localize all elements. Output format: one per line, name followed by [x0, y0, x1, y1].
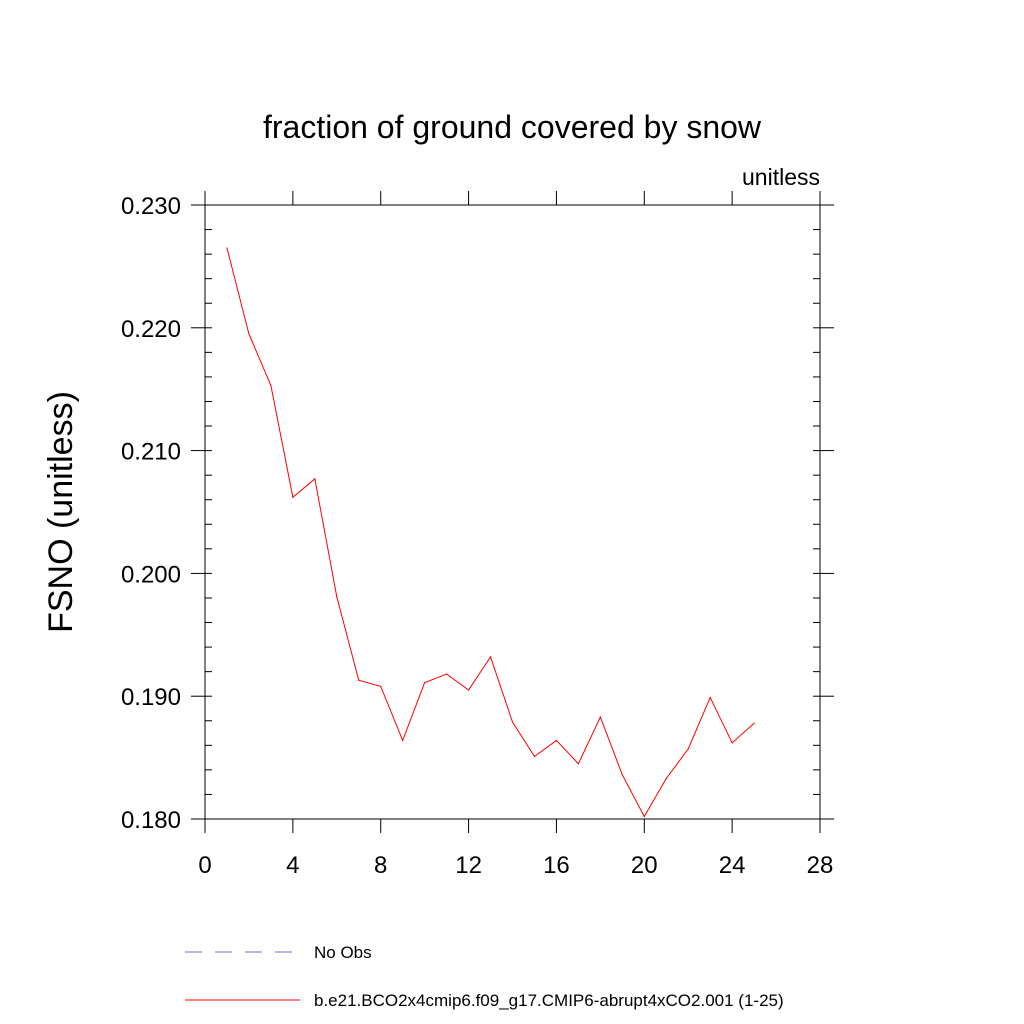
data-point	[555, 739, 558, 742]
data-point	[292, 496, 294, 498]
data-point	[336, 596, 338, 598]
units-label: unitless	[742, 164, 820, 190]
data-point	[314, 478, 316, 480]
x-tick-label: 20	[631, 852, 658, 879]
data-point	[599, 716, 601, 718]
data-point	[511, 721, 514, 723]
data-point	[358, 679, 360, 681]
tick-labels: 0 4 8 12 16 20 24 28 0.180 0.190 0.200 0.210 0.220 0.…	[121, 193, 833, 879]
legend-label: No Obs	[314, 943, 372, 962]
x-tick-label: 0	[198, 852, 211, 879]
data-point	[226, 247, 228, 249]
data-point	[533, 755, 536, 757]
series-layer	[226, 247, 755, 818]
plot-frame	[204, 204, 821, 820]
data-point	[621, 774, 623, 776]
y-tick-label: 0.210	[121, 439, 181, 466]
data-point	[665, 777, 667, 780]
data-point	[270, 384, 272, 387]
data-point	[467, 689, 470, 691]
data-point	[446, 673, 448, 675]
y-tick-label: 0.180	[121, 807, 181, 834]
y-axis-label: FSNO (unitless)	[42, 391, 80, 633]
x-tick-label: 24	[719, 852, 746, 879]
data-point	[577, 763, 579, 765]
legend: No Obs b.e21.BCO2x4cmip6.f09_g17.CMIP6-ab…	[185, 943, 784, 1010]
x-tick-label: 16	[543, 852, 570, 879]
ticks	[191, 191, 834, 833]
data-point	[731, 742, 733, 744]
data-point	[248, 333, 250, 335]
series-line	[226, 247, 755, 818]
data-point	[402, 739, 404, 742]
y-tick-label: 0.190	[121, 684, 181, 711]
data-point	[424, 682, 426, 684]
data-point	[380, 685, 382, 687]
data-point	[753, 722, 755, 724]
x-tick-label: 12	[455, 852, 482, 879]
data-point	[709, 696, 711, 699]
x-tick-label: 28	[807, 852, 834, 879]
data-point	[489, 656, 492, 658]
data-point	[687, 748, 689, 750]
x-tick-label: 4	[286, 852, 299, 879]
y-tick-label: 0.230	[121, 193, 181, 220]
legend-label: b.e21.BCO2x4cmip6.f09_g17.CMIP6-abrupt4x…	[314, 991, 784, 1010]
y-tick-label: 0.220	[121, 316, 181, 343]
data-point	[643, 815, 645, 818]
x-tick-label: 8	[374, 852, 387, 879]
chart-title: fraction of ground covered by snow	[263, 109, 762, 145]
y-tick-label: 0.200	[121, 561, 181, 588]
